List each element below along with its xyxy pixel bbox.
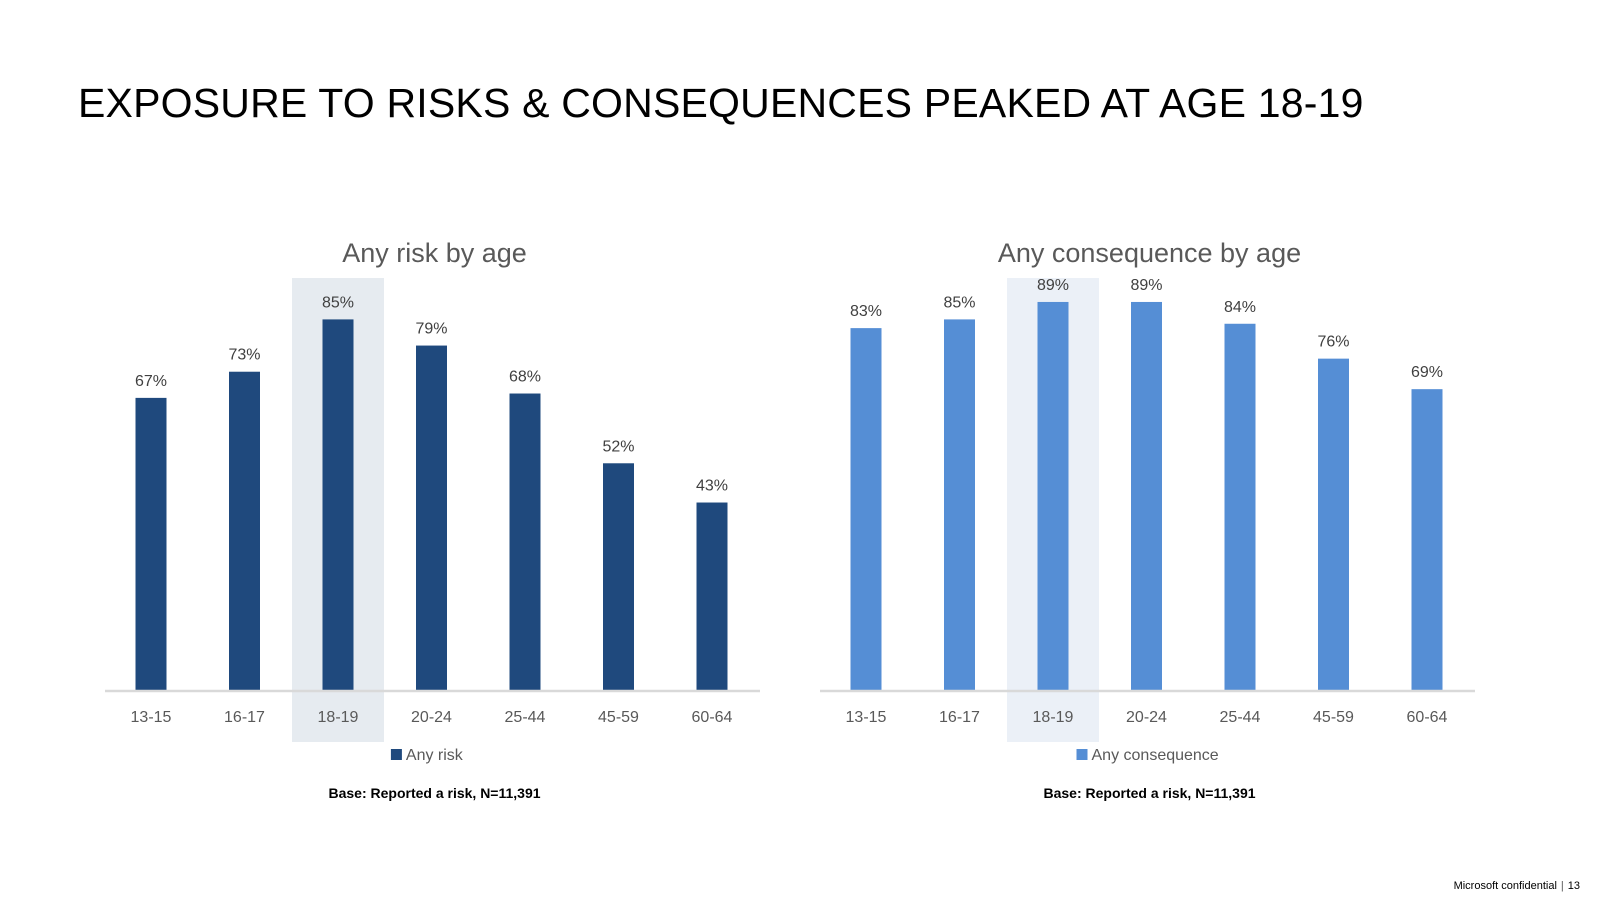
tick-label: 60-64: [692, 709, 733, 726]
bar-18-19: [1037, 301, 1069, 690]
data-label: 85%: [943, 294, 975, 311]
legend-swatch: [1076, 749, 1088, 760]
bar-60-64: [696, 502, 728, 690]
tick-label: 25-44: [505, 709, 546, 726]
slide-title: EXPOSURE TO RISKS & CONSEQUENCES PEAKED …: [78, 80, 1364, 126]
tick-label: 45-59: [598, 709, 639, 726]
footer: Microsoft confidential | 13: [1454, 880, 1580, 892]
tick-label: 18-19: [318, 709, 359, 726]
bar-13-15: [850, 328, 882, 690]
bar-16-17: [944, 319, 975, 690]
bar-13-15: [135, 397, 167, 690]
data-label: 67%: [135, 373, 167, 390]
tick-label: 16-17: [224, 709, 265, 726]
footer-separator: |: [1560, 880, 1564, 892]
bar-25-44: [509, 393, 541, 690]
data-label: 84%: [1224, 299, 1256, 316]
tick-label: 45-59: [1313, 709, 1354, 726]
footer-confidential: Microsoft confidential: [1453, 880, 1557, 892]
chart-any-risk: Any risk by age 67% 73% 85% 79% 68% 52% 43% 13-1…: [105, 238, 760, 801]
data-label: 68%: [509, 369, 541, 386]
bar-45-59: [1318, 358, 1349, 690]
tick-label: 16-17: [939, 709, 980, 726]
tick-label: 13-15: [846, 709, 887, 726]
data-label: 83%: [850, 303, 882, 320]
data-label: 43%: [696, 478, 728, 495]
data-label: 52%: [602, 438, 634, 455]
bar-16-17: [229, 371, 260, 690]
tick-label: 25-44: [1220, 709, 1261, 726]
chart-any-consequence: Any consequence by age 83% 85% 89% 89% 84% 76%…: [820, 238, 1475, 801]
bar-20-24: [416, 345, 447, 690]
data-label: 73%: [228, 347, 260, 364]
legend-label: Any consequence: [1092, 747, 1219, 764]
data-label: 85%: [322, 294, 354, 311]
chart-title: Any consequence by age: [998, 238, 1301, 268]
base-note: Base: Reported a risk, N=11,391: [1043, 785, 1255, 801]
data-label: 89%: [1037, 277, 1069, 294]
bar-25-44: [1224, 323, 1256, 690]
legend-label: Any risk: [406, 747, 464, 764]
data-label: 76%: [1317, 334, 1349, 351]
tick-label: 60-64: [1407, 709, 1448, 726]
tick-label: 18-19: [1033, 709, 1074, 726]
legend-swatch: [390, 749, 402, 760]
data-label: 89%: [1130, 277, 1162, 294]
bar-45-59: [603, 463, 634, 690]
tick-label: 20-24: [411, 709, 452, 726]
data-label: 69%: [1411, 364, 1443, 381]
tick-label: 13-15: [131, 709, 172, 726]
base-note: Base: Reported a risk, N=11,391: [328, 785, 540, 801]
data-label: 79%: [415, 321, 447, 338]
bar-18-19: [322, 319, 354, 690]
tick-label: 20-24: [1126, 709, 1167, 726]
chart-title: Any risk by age: [342, 238, 527, 268]
bar-60-64: [1411, 389, 1443, 690]
bar-20-24: [1131, 301, 1162, 690]
page-number: 13: [1567, 880, 1580, 892]
